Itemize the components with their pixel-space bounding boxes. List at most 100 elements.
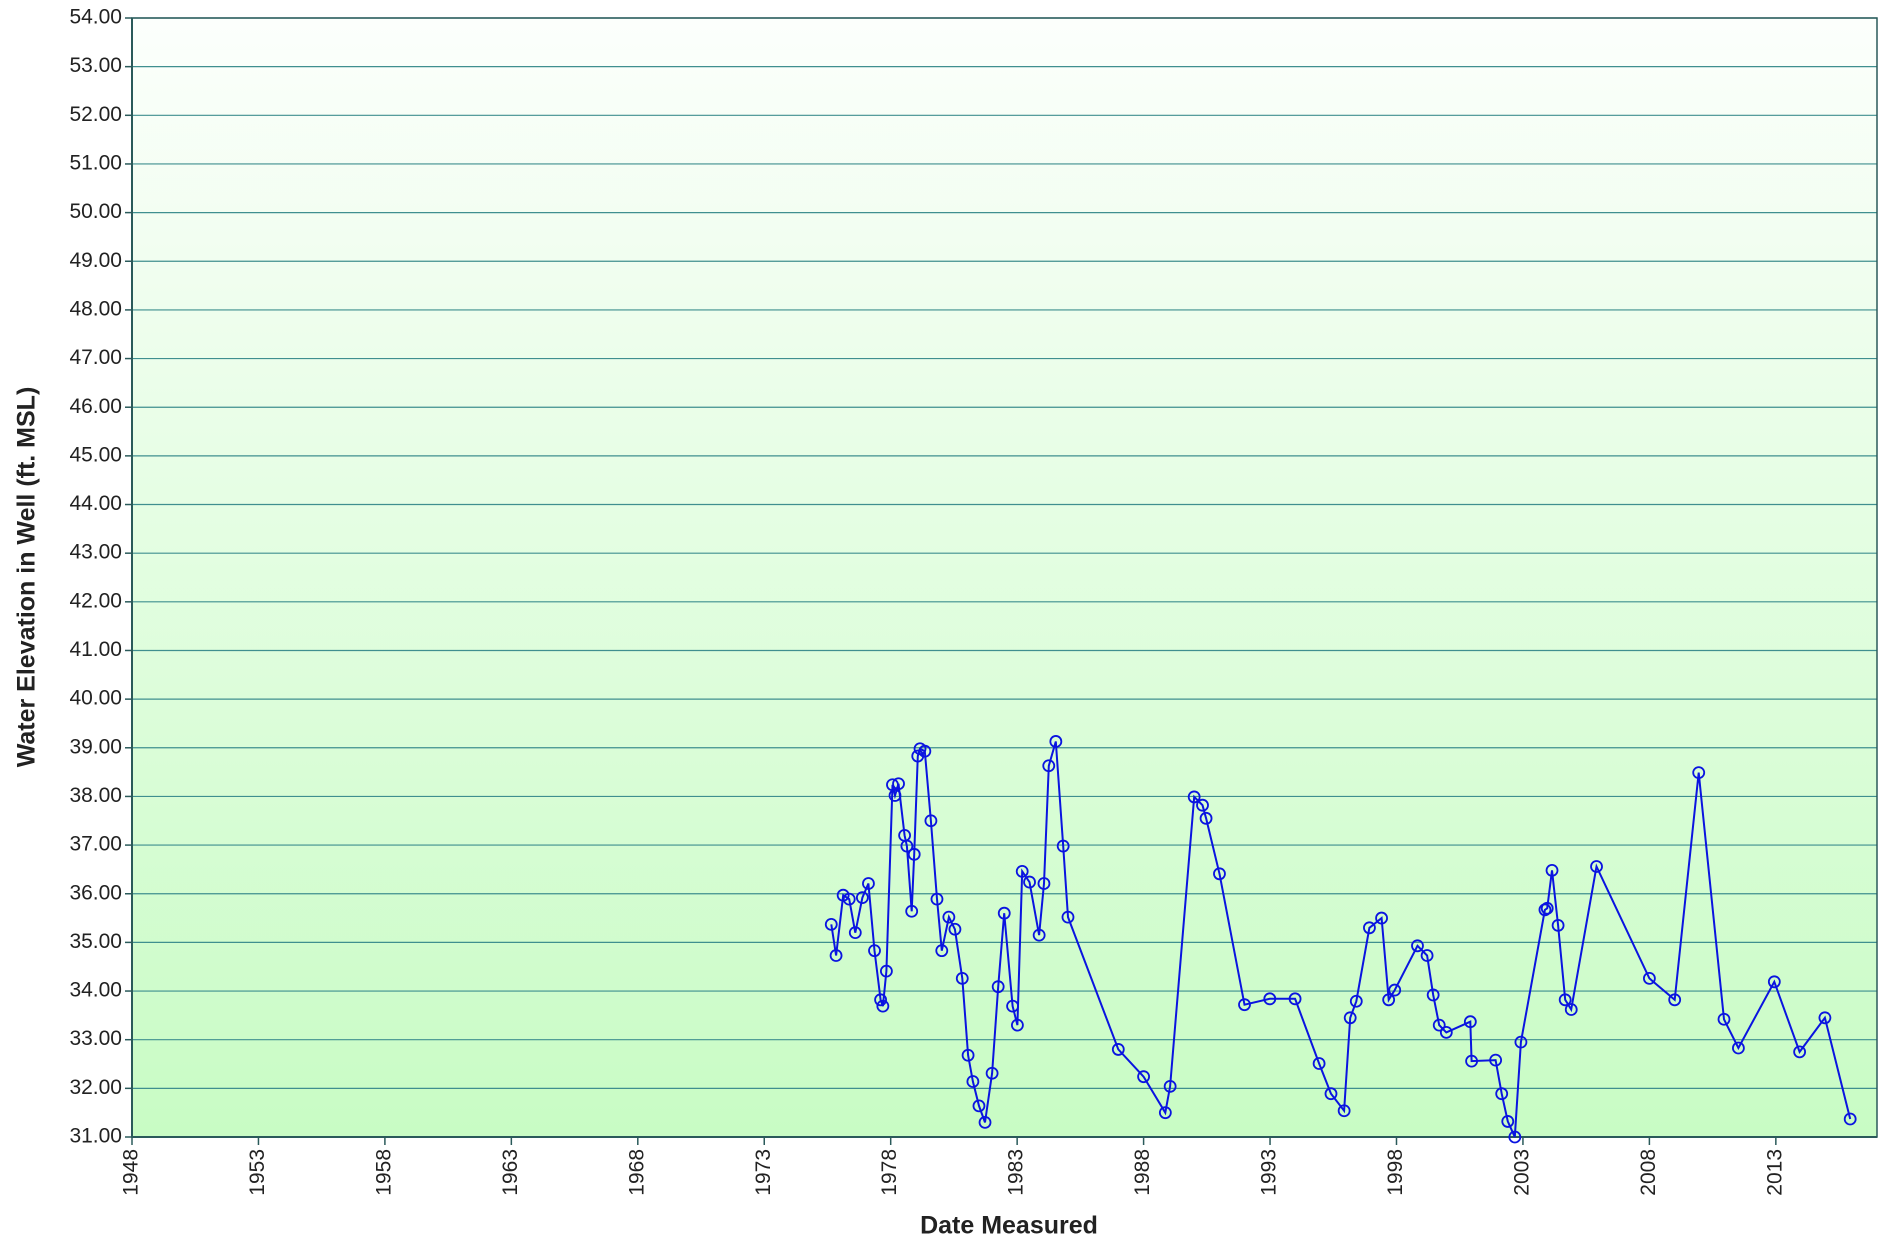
y-tick-label: 37.00	[69, 833, 122, 856]
data-point	[1010, 1018, 1024, 1032]
data-point	[1363, 921, 1376, 935]
data-point	[1375, 911, 1388, 925]
data-point	[1349, 994, 1363, 1008]
data-point	[1439, 1025, 1453, 1039]
data-point	[1213, 867, 1226, 881]
data-point	[1558, 993, 1572, 1007]
data-point	[1196, 798, 1209, 812]
data-point	[1049, 735, 1063, 748]
y-tick-label: 51.00	[69, 152, 122, 175]
data-point	[862, 877, 875, 890]
data-point	[948, 922, 962, 936]
data-point	[935, 944, 949, 958]
data-point	[972, 1099, 986, 1113]
y-tick-label: 47.00	[69, 346, 122, 369]
data-point	[1199, 811, 1213, 825]
data-point	[900, 839, 914, 853]
data-point	[905, 904, 919, 918]
data-point	[924, 814, 938, 828]
data-point	[1288, 992, 1302, 1006]
x-tick-label: 1988	[1131, 1149, 1154, 1196]
x-tick-label: 1998	[1384, 1149, 1407, 1196]
x-axis-title: Date Measured	[920, 1212, 1098, 1240]
y-tick-label: 36.00	[69, 881, 122, 904]
data-point	[1793, 1045, 1807, 1059]
y-tick-label: 46.00	[69, 395, 122, 418]
x-tick-label: 1958	[372, 1149, 395, 1196]
data-point	[1006, 999, 1019, 1013]
data-point	[942, 910, 956, 924]
y-tick-label: 40.00	[69, 687, 122, 710]
data-point	[961, 1048, 975, 1062]
y-tick-label: 50.00	[69, 200, 122, 223]
data-point	[1238, 998, 1251, 1012]
x-tick-label: 1983	[1005, 1149, 1028, 1196]
data-point	[985, 1066, 999, 1080]
x-tick-label: 1963	[499, 1149, 522, 1196]
y-tick-label: 31.00	[69, 1125, 122, 1148]
data-point	[1032, 928, 1046, 942]
x-tick-label: 2008	[1637, 1149, 1660, 1196]
y-tick-label: 48.00	[69, 297, 122, 320]
data-point	[1545, 863, 1559, 877]
data-point	[907, 847, 921, 861]
data-point	[829, 949, 843, 962]
data-point	[1514, 1035, 1528, 1049]
x-tick-label: 1973	[752, 1149, 775, 1196]
y-tick-label: 53.00	[69, 54, 122, 77]
y-tick-label: 52.00	[69, 103, 122, 126]
data-point	[1818, 1011, 1832, 1025]
x-tick-label: 1948	[120, 1149, 143, 1196]
data-point	[1015, 864, 1029, 878]
x-tick-label: 1953	[246, 1149, 269, 1196]
data-point	[1056, 839, 1070, 853]
data-point	[966, 1075, 980, 1088]
data-point	[997, 906, 1011, 920]
y-tick-label: 45.00	[69, 443, 122, 466]
data-point	[1463, 1015, 1477, 1029]
data-line	[830, 741, 1852, 1138]
data-point	[876, 999, 890, 1013]
data-point	[848, 926, 862, 940]
y-tick-label: 35.00	[69, 930, 122, 953]
y-tick-label: 42.00	[69, 589, 122, 612]
y-tick-label: 49.00	[69, 249, 122, 272]
data-point	[842, 892, 856, 906]
data-point	[1843, 1112, 1857, 1126]
data-point	[1312, 1057, 1326, 1070]
data-point	[1551, 918, 1565, 932]
y-tick-label: 54.00	[69, 6, 122, 29]
data-point	[1590, 860, 1603, 873]
x-tick-label: 1993	[1258, 1149, 1281, 1196]
y-tick-label: 33.00	[69, 1027, 122, 1050]
data-point	[824, 917, 838, 931]
data-point	[930, 892, 944, 906]
data-point	[1163, 1080, 1177, 1093]
data-point	[955, 971, 969, 985]
plot-area	[132, 18, 1877, 1137]
data-point	[1137, 1070, 1150, 1084]
data-point	[1540, 901, 1554, 915]
data-point	[1465, 1054, 1479, 1068]
data-point	[855, 891, 869, 905]
data-point	[1343, 1011, 1357, 1025]
y-tick-label: 32.00	[69, 1076, 122, 1099]
data-point	[1508, 1130, 1522, 1144]
data-point	[1692, 766, 1706, 779]
data-point	[1324, 1087, 1338, 1101]
data-point	[1411, 939, 1424, 953]
y-tick-label: 43.00	[69, 541, 122, 564]
data-point	[1187, 790, 1201, 804]
data-point	[1382, 993, 1396, 1007]
data-point	[978, 1116, 992, 1129]
data-point	[1642, 971, 1656, 985]
data-point	[1042, 759, 1056, 773]
data-point	[1668, 993, 1682, 1007]
data-point	[1495, 1087, 1509, 1101]
data-point	[1420, 949, 1434, 962]
data-point	[1111, 1043, 1125, 1056]
y-tick-label: 38.00	[69, 784, 122, 807]
data-point	[1489, 1053, 1503, 1067]
data-point	[868, 944, 881, 958]
y-tick-label: 41.00	[69, 638, 122, 661]
